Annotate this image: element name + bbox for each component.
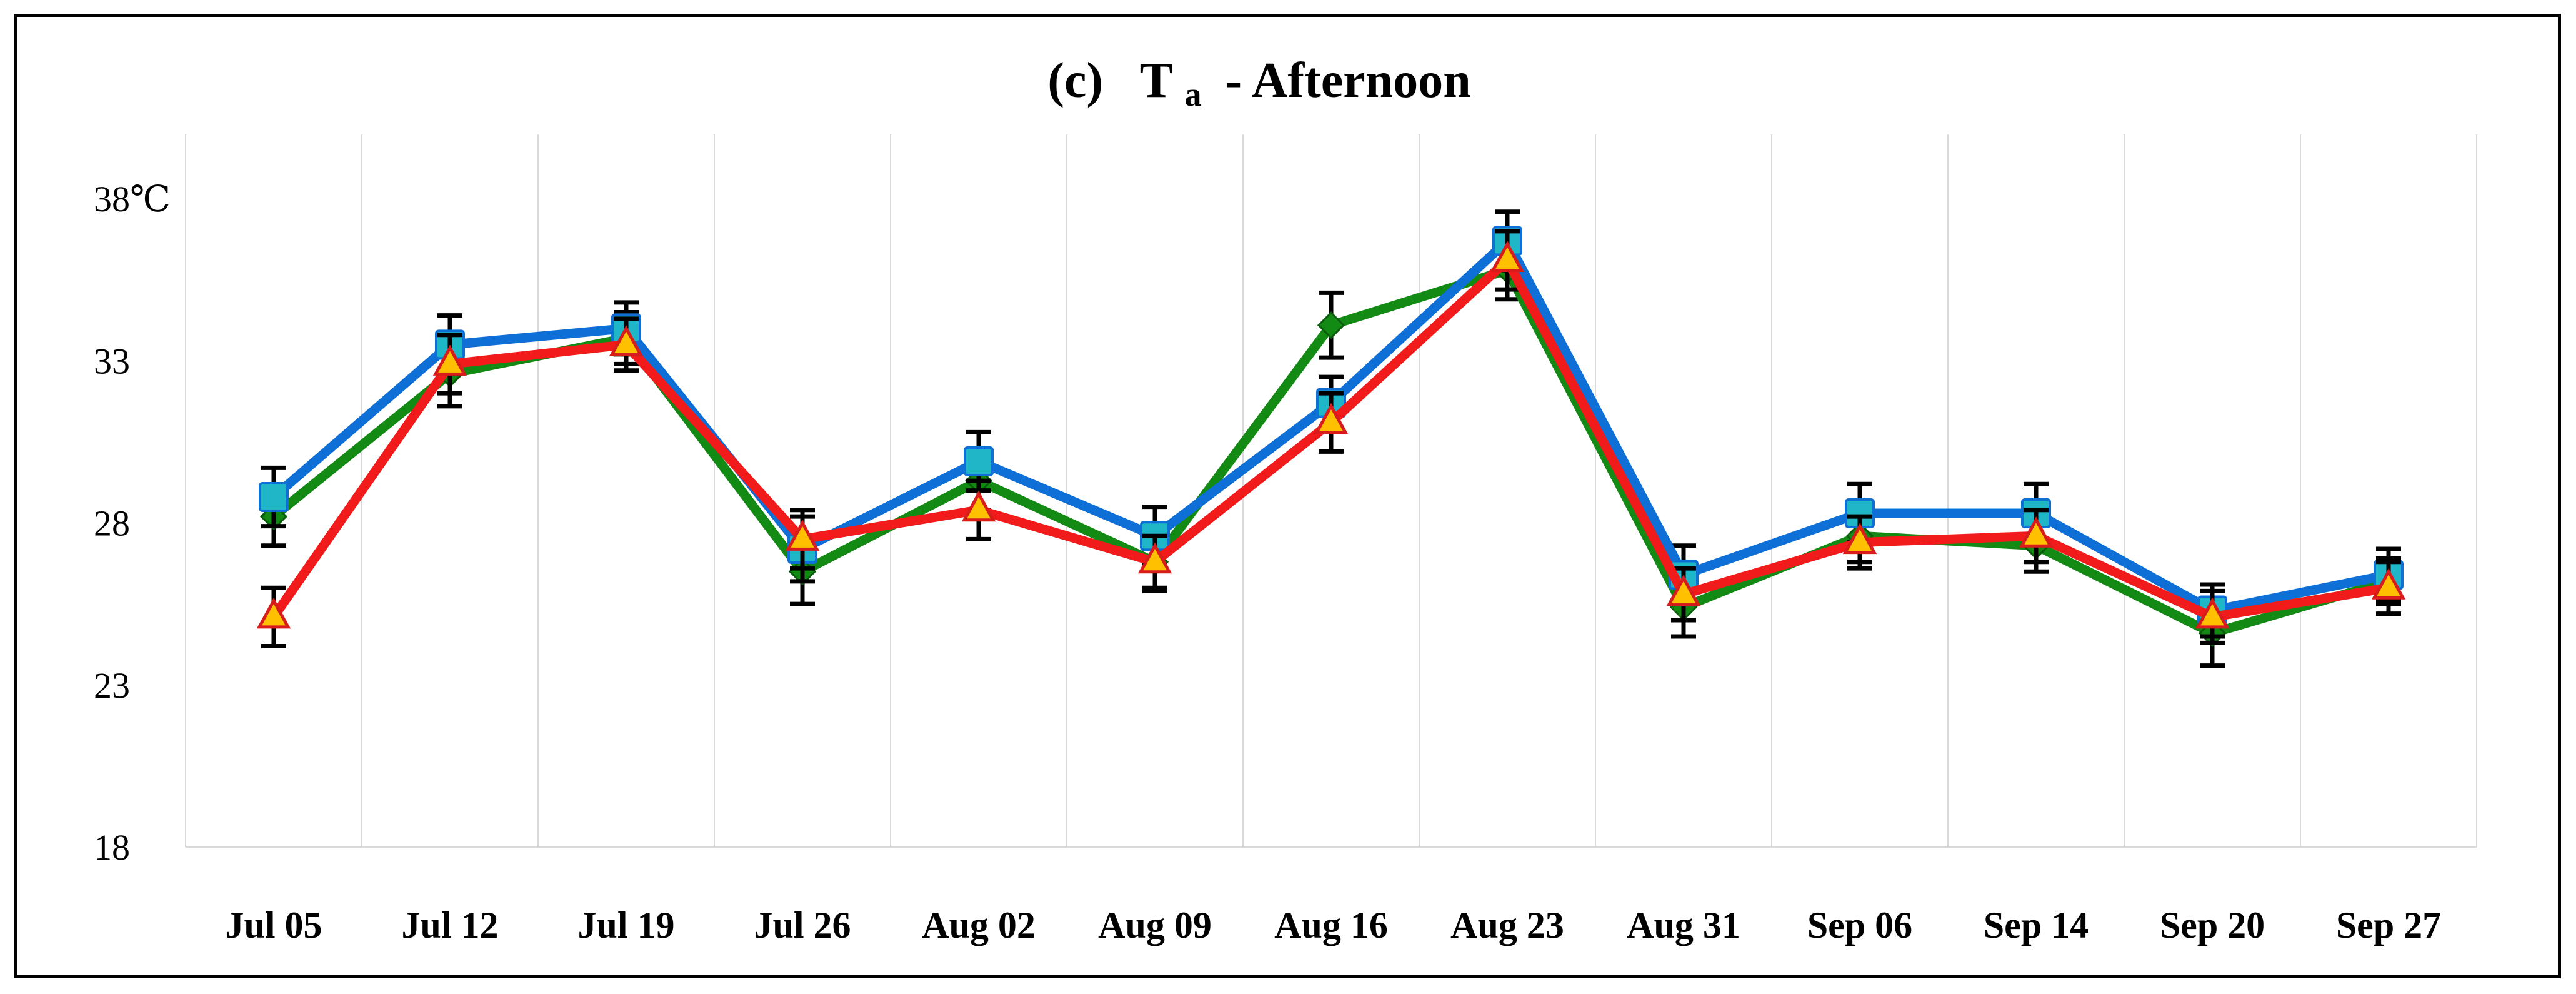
series-layer [256,209,2406,668]
data-point-diamond [1317,311,1345,339]
data-point-triangle [1137,542,1172,574]
data-point-triangle [432,344,467,376]
data-point-triangle [1314,403,1349,434]
data-point-triangle [785,520,820,551]
x-tick-label: Sep 06 [1807,905,1912,946]
data-point-square [964,446,994,476]
y-tick-label: 38℃ [94,179,171,219]
data-point-triangle [2195,597,2230,629]
data-point-triangle [961,490,996,522]
chart-frame [14,14,2561,978]
chart-title-subscript: a [1185,76,1202,113]
x-tick-label: Jul 19 [577,905,674,946]
data-point-triangle [2371,568,2406,600]
chart-title-variable: T [1140,53,1173,108]
x-tick-label: Aug 23 [1450,905,1564,946]
chart-title-prefix: (c) [1047,53,1103,108]
x-tick-label: Jul 05 [225,905,322,946]
data-point-triangle [2019,516,2054,548]
x-tick-label: Sep 20 [2160,905,2265,946]
x-tick-label: Aug 02 [922,905,1036,946]
x-tick-label: Aug 16 [1274,905,1388,946]
data-point-triangle [609,325,644,356]
data-point-triangle [256,597,291,629]
chart-title: (c) T a - Afternoon [1047,53,1471,117]
x-tick-label: Sep 14 [1984,905,2089,946]
x-tick-label: Jul 12 [401,905,498,946]
x-tick-label: Aug 31 [1627,905,1740,946]
y-axis-ticks: 18 23 28 33 38℃ [94,179,171,868]
series-red-triangle [256,229,2406,649]
chart-title-suffix: - Afternoon [1226,53,1471,108]
data-point-triangle [1666,575,1701,606]
grid-layer [185,134,2477,848]
y-tick-label: 28 [94,503,130,544]
x-tick-label: Jul 26 [754,905,851,946]
x-tick-label: Aug 09 [1098,905,1212,946]
y-tick-label: 23 [94,665,130,706]
x-tick-label: Sep 27 [2336,905,2441,946]
y-tick-label: 18 [94,827,130,868]
x-axis-ticks: Jul 05 Jul 12 Jul 19 Jul 26 Aug 02 Aug 09 Aug … [225,905,2441,946]
y-tick-label: 33 [94,341,130,381]
data-point-triangle [1842,523,1877,555]
data-point-square [259,482,289,513]
data-point-triangle [1490,241,1525,273]
